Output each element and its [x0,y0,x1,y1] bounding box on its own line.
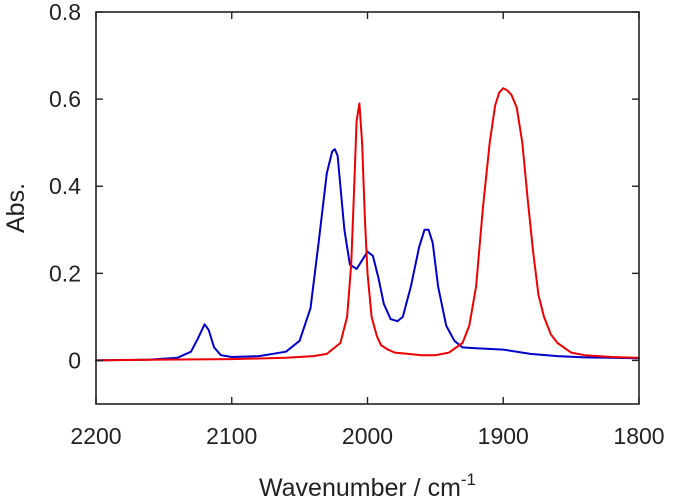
x-tick-label: 2200 [70,423,121,449]
series-layer [95,87,640,362]
plot-frame [95,11,640,405]
y-axis-title: Abs. [2,183,30,233]
tick-layer: 2200 2100 2000 1900 1800 0 0.2 0.4 0.6 0.8 [49,0,665,449]
y-tick-label: 0 [68,347,81,373]
y-tick-label: 0.8 [49,0,81,25]
y-tick-label: 0.4 [49,173,81,199]
series-line-2 [95,87,640,362]
y-tick-label: 0.6 [49,86,81,112]
x-axis-title-text: Wavenumber / cm [259,474,461,502]
x-tick-label: 2000 [342,423,393,449]
x-tick-label: 1800 [613,423,664,449]
series-line-1 [95,148,640,362]
x-tick-label: 1900 [478,423,529,449]
x-tick-label: 2100 [206,423,257,449]
x-axis-title: Wavenumber / cm-1 [259,470,476,502]
y-tick-label: 0.2 [49,260,81,286]
x-axis-title-superscript: -1 [461,470,476,489]
